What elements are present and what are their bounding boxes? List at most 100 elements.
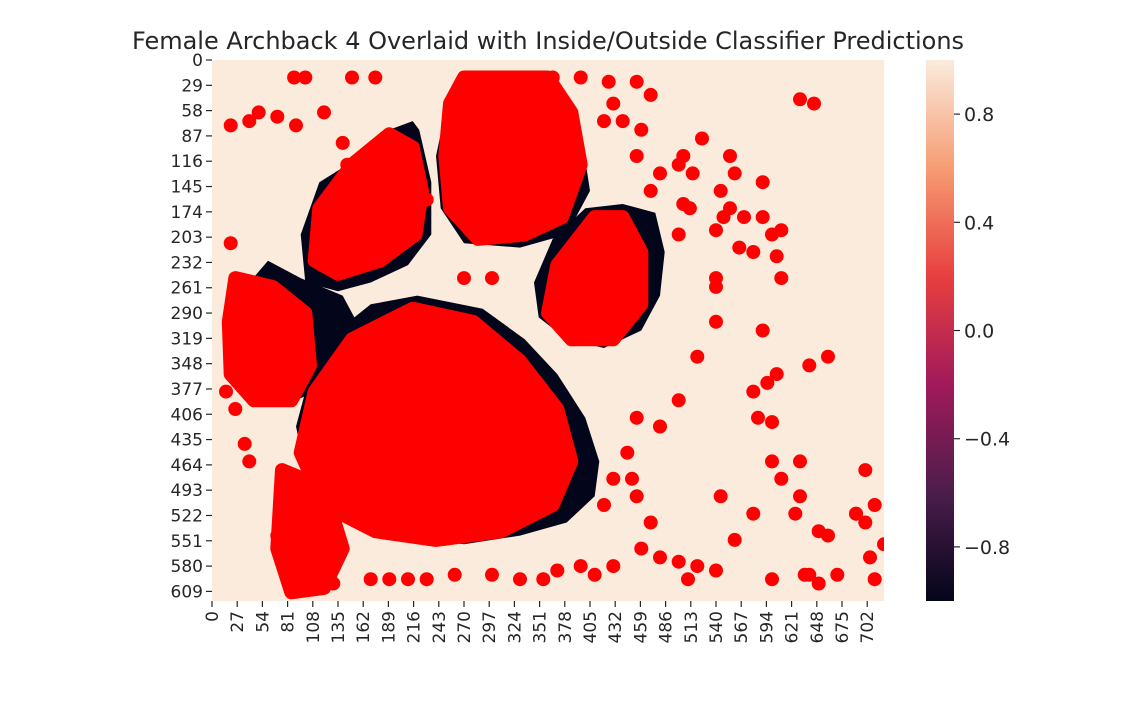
prediction-point [615, 245, 630, 259]
prediction-point [676, 197, 691, 211]
prediction-point [345, 70, 359, 85]
x-tick-label: 0 [203, 611, 223, 622]
prediction-point [317, 105, 331, 120]
prediction-point [867, 572, 882, 587]
prediction-point [797, 567, 812, 582]
colorbar: 0.8 0.4 0.0 −0.4 −0.8 [926, 60, 1010, 601]
prediction-point [746, 506, 761, 521]
prediction-point [858, 463, 873, 478]
x-tick-label: 459 [631, 611, 651, 643]
prediction-point [237, 436, 252, 451]
prediction-point [793, 92, 807, 107]
prediction-point [769, 249, 784, 264]
prediction-point [653, 419, 667, 434]
prediction-point [401, 572, 415, 587]
prediction-point [695, 131, 709, 146]
y-tick-label: 203 [171, 228, 203, 248]
y-tick-label: 522 [171, 506, 203, 526]
y-tick-label: 377 [171, 380, 203, 400]
prediction-region-left-toe-fill [221, 271, 317, 408]
prediction-point [382, 572, 397, 587]
x-tick-label: 243 [430, 611, 450, 643]
prediction-point [653, 550, 667, 565]
prediction-point [457, 271, 471, 286]
prediction-point [788, 506, 803, 521]
x-tick-label: 378 [556, 611, 576, 643]
x-tick-label: 216 [405, 611, 425, 643]
prediction-point [447, 567, 462, 582]
x-tick-label: 135 [329, 611, 349, 643]
prediction-point [709, 271, 723, 286]
x-axis: 0 27 54 81 108 135 162 189 216 243 270 297 324 351 378… [203, 601, 878, 643]
prediction-point [485, 271, 499, 286]
prediction-point [251, 105, 266, 120]
prediction-point [709, 563, 723, 578]
prediction-point [716, 210, 731, 225]
prediction-point [690, 559, 705, 574]
prediction-point [219, 384, 233, 399]
x-tick-label: 621 [783, 611, 803, 643]
prediction-point [289, 118, 303, 133]
prediction-point [723, 149, 737, 163]
prediction-point [643, 87, 658, 102]
x-tick-label: 351 [531, 611, 551, 643]
prediction-point [573, 559, 588, 574]
prediction-point [223, 236, 238, 251]
prediction-point [629, 489, 644, 504]
prediction-point [270, 109, 285, 124]
y-tick-label: 145 [171, 178, 203, 198]
y-tick-label: 493 [171, 481, 203, 501]
y-tick-label: 290 [171, 304, 203, 324]
prediction-point [597, 498, 611, 512]
prediction-point [643, 183, 658, 198]
y-tick-label: 406 [171, 405, 203, 425]
prediction-point [802, 358, 817, 373]
x-tick-label: 270 [455, 611, 475, 643]
prediction-point [877, 537, 884, 552]
prediction-point [340, 157, 355, 172]
prediction-point [270, 528, 285, 543]
chart-title: Female Archback 4 Overlaid with Inside/O… [132, 27, 964, 55]
x-tick-label: 189 [379, 611, 399, 643]
prediction-point [671, 227, 686, 242]
prediction-point [475, 70, 490, 85]
prediction-point [653, 166, 667, 181]
prediction-region-main-pad-fill [293, 301, 579, 547]
prediction-point [489, 70, 504, 85]
prediction-point [732, 240, 747, 255]
prediction-point [746, 245, 761, 259]
prediction-point [606, 96, 621, 111]
prediction-point [629, 410, 644, 425]
prediction-point [228, 402, 243, 416]
prediction-point [793, 454, 807, 469]
prediction-point [830, 567, 845, 582]
prediction-point [685, 166, 700, 181]
prediction-point [709, 223, 723, 238]
y-tick-label: 580 [171, 557, 203, 577]
prediction-point [419, 572, 434, 587]
x-tick-label: 297 [480, 611, 500, 643]
prediction-point [727, 166, 742, 181]
prediction-point [620, 445, 635, 460]
y-tick-label: 464 [171, 456, 203, 476]
y-axis: 0 29 58 87 116 145 174 203 232 261 290 319 348 377 406… [171, 51, 212, 602]
colorbar-tick-label: −0.4 [964, 429, 1010, 451]
prediction-point [634, 122, 649, 137]
prediction-point [233, 288, 247, 303]
prediction-point [849, 506, 863, 521]
y-tick-label: 116 [171, 152, 203, 172]
prediction-point [671, 554, 686, 569]
prediction-point [760, 375, 775, 390]
prediction-point [485, 567, 499, 582]
prediction-point [606, 559, 621, 574]
x-tick-label: 486 [657, 611, 677, 643]
y-tick-label: 29 [181, 76, 203, 96]
prediction-point [368, 70, 383, 85]
prediction-point [363, 572, 378, 587]
prediction-point [807, 96, 821, 111]
x-tick-label: 567 [732, 611, 752, 643]
prediction-point [858, 515, 873, 530]
prediction-point [326, 576, 341, 591]
x-tick-label: 702 [858, 611, 878, 643]
x-tick-label: 513 [682, 611, 702, 643]
